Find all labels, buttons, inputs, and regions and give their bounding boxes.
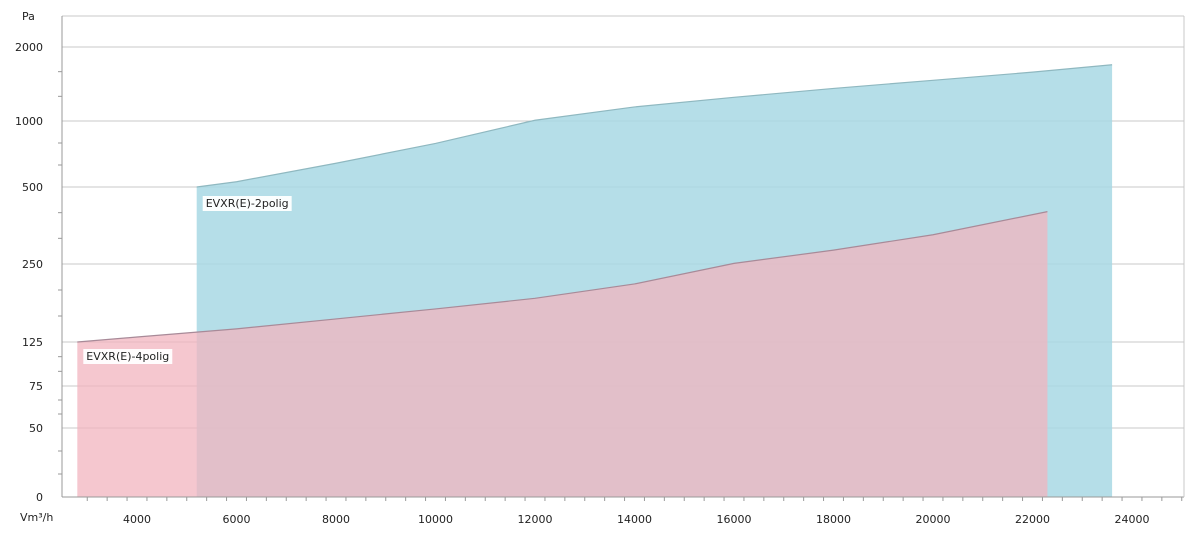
- series-line-1: [77, 211, 1048, 343]
- y-tick-label: 0: [36, 491, 43, 504]
- series-label-text: EVXR(E)-2polig: [206, 197, 289, 210]
- series-labels: EVXR(E)-2polig EVXR(E)-4polig: [83, 196, 292, 364]
- series-label-box: [83, 349, 173, 364]
- y-tick-label: 125: [22, 336, 43, 349]
- x-tick-label: 16000: [717, 513, 752, 526]
- x-tick-label: 20000: [916, 513, 951, 526]
- y-tick-label: 250: [22, 258, 43, 271]
- series-label-box: [202, 196, 292, 211]
- series-label-0: EVXR(E)-2polig: [202, 196, 292, 211]
- y-tick-label: 75: [29, 380, 43, 393]
- x-tick-label: 22000: [1015, 513, 1050, 526]
- x-tick-label: 14000: [617, 513, 652, 526]
- y-tick-label: 2000: [15, 41, 43, 54]
- series-label-1: EVXR(E)-4polig: [83, 349, 173, 364]
- y-tick-label: 500: [22, 181, 43, 194]
- y-axis-unit: Pa: [22, 10, 35, 23]
- y-tick-label: 50: [29, 422, 43, 435]
- series-areas: [77, 64, 1113, 497]
- series-area-1: [77, 211, 1048, 497]
- x-tick-label: 24000: [1115, 513, 1150, 526]
- x-tick-label: 10000: [418, 513, 453, 526]
- x-tick-label: 12000: [518, 513, 553, 526]
- x-tick-labels: 4000 6000 8000 10000 12000 14000 16000 18000 200…: [123, 513, 1150, 526]
- y-tick-labels: 0 50 75 125 250 500 1000 2000: [15, 41, 43, 504]
- x-tick-label: 8000: [322, 513, 350, 526]
- series-label-text: EVXR(E)-4polig: [86, 350, 169, 363]
- x-axis-unit: Vm³/h: [20, 511, 53, 524]
- axes: [61, 16, 1185, 498]
- x-minor-ticks: [86, 497, 1183, 501]
- x-tick-label: 4000: [123, 513, 151, 526]
- y-tick-label: 1000: [15, 115, 43, 128]
- x-tick-label: 6000: [223, 513, 251, 526]
- x-tick-label: 18000: [816, 513, 851, 526]
- series-line-0: [196, 64, 1113, 188]
